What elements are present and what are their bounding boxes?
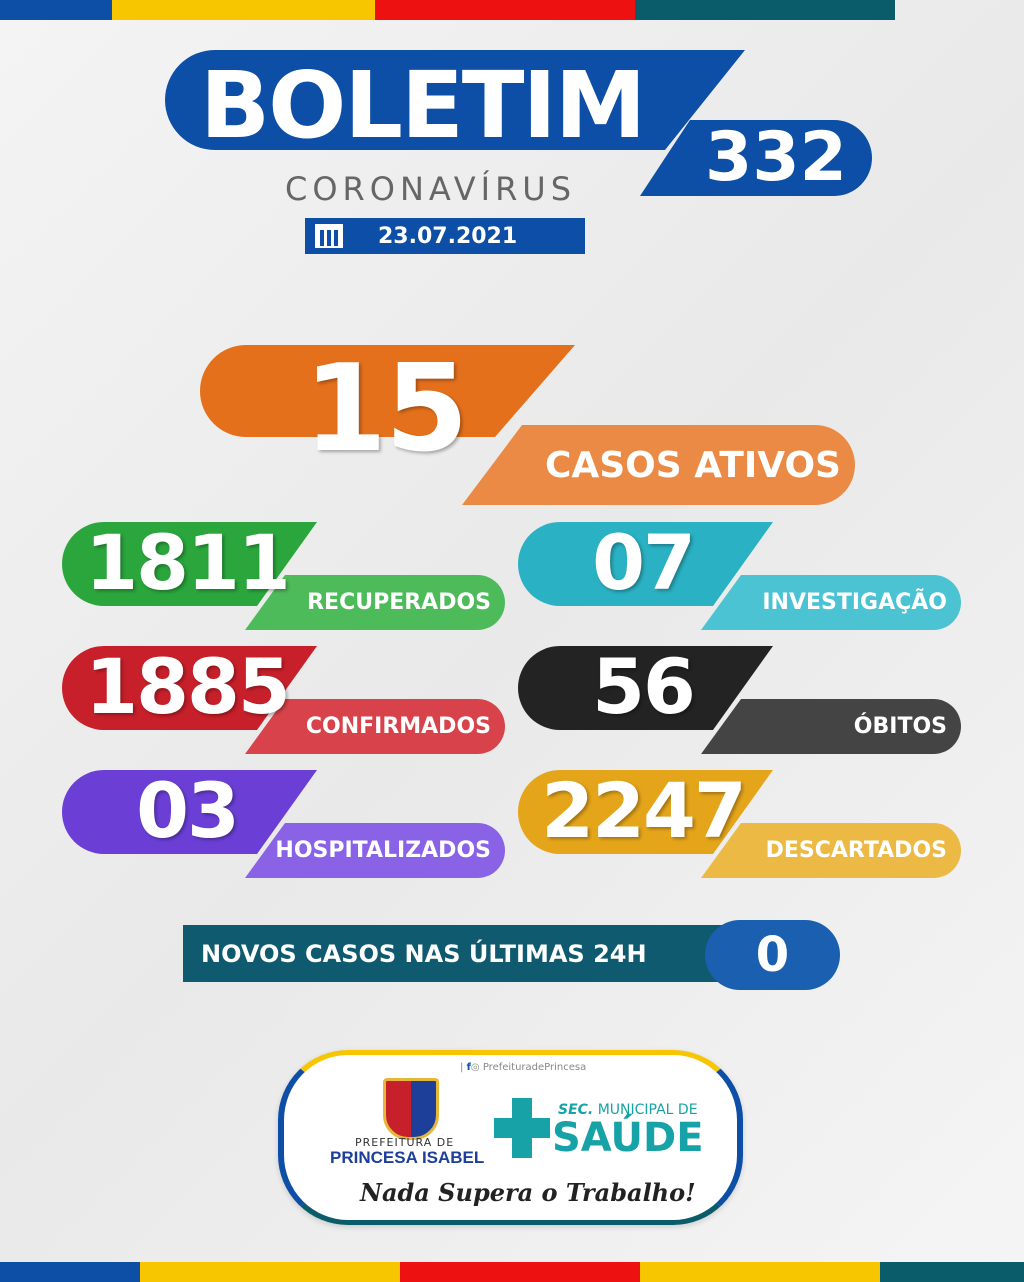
discarded-value: 2247 — [541, 766, 747, 855]
deaths-label-text: ÓBITOS — [853, 714, 947, 739]
new-cases-value: 0 — [755, 927, 790, 983]
bulletin-number: 332 — [705, 118, 847, 197]
health-cross-icon — [494, 1098, 550, 1158]
calendar-icon — [315, 224, 343, 248]
new-cases-label: NOVOS CASOS NAS ÚLTIMAS 24H — [201, 939, 647, 968]
bottom-stripe-red — [400, 1262, 640, 1282]
bottom-stripe-yellow-2 — [640, 1262, 880, 1282]
date: 23.07.2021 — [378, 223, 518, 249]
slogan: Nada Supera o Trabalho! — [360, 1178, 696, 1207]
hospitalized-value: 03 — [136, 766, 240, 855]
date-bar: 23.07.2021 — [305, 218, 585, 254]
top-stripe-yellow — [112, 0, 375, 20]
bottom-stripe-blue — [0, 1262, 140, 1282]
secretaria-name: SAÚDE — [552, 1115, 704, 1161]
recovered-label-text: RECUPERADOS — [307, 590, 491, 615]
investigation-value: 07 — [592, 518, 696, 607]
deaths-value: 56 — [592, 642, 696, 731]
social-handle: | f◎ PrefeituradePrincesa — [460, 1062, 587, 1073]
recovered-label: RECUPERADOS — [245, 575, 505, 630]
discarded-label: DESCARTADOS — [701, 823, 961, 878]
top-stripe-teal — [635, 0, 895, 20]
investigation-label: INVESTIGAÇÃO — [701, 575, 961, 630]
new-cases-badge: 0 — [705, 920, 840, 990]
secretaria-top: SEC. MUNICIPAL DE — [558, 1102, 698, 1118]
city-crest-icon — [383, 1078, 439, 1140]
bottom-stripe-yellow — [140, 1262, 400, 1282]
secretaria-sec: SEC. — [558, 1102, 594, 1118]
confirmed-label: CONFIRMADOS — [245, 699, 505, 754]
active-cases-value: 15 — [303, 340, 469, 479]
recovered-value: 1811 — [85, 518, 291, 607]
prefeitura-top: PREFEITURA DE — [355, 1136, 455, 1149]
top-stripe-blue — [0, 0, 112, 20]
top-stripe-red — [375, 0, 635, 20]
active-cases-label-text: CASOS ATIVOS — [544, 444, 841, 486]
hospitalized-label: HOSPITALIZADOS — [245, 823, 505, 878]
active-cases-label: CASOS ATIVOS — [462, 425, 855, 505]
subtitle: CORONAVÍRUS — [285, 170, 577, 208]
confirmed-label-text: CONFIRMADOS — [305, 714, 491, 739]
deaths-label: ÓBITOS — [701, 699, 961, 754]
new-cases-bar: NOVOS CASOS NAS ÚLTIMAS 24H — [183, 925, 743, 982]
title-banner — [165, 50, 745, 150]
social-handle-text: PrefeituradePrincesa — [482, 1062, 587, 1073]
prefeitura-name: PRINCESA ISABEL — [330, 1148, 485, 1167]
bottom-stripe-teal — [880, 1262, 1024, 1282]
secretaria-municipal: MUNICIPAL DE — [597, 1102, 698, 1118]
confirmed-value: 1885 — [85, 642, 291, 731]
discarded-label-text: DESCARTADOS — [765, 838, 947, 863]
investigation-label-text: INVESTIGAÇÃO — [762, 590, 947, 615]
title: BOLETIM — [200, 52, 646, 159]
hospitalized-label-text: HOSPITALIZADOS — [275, 838, 491, 863]
